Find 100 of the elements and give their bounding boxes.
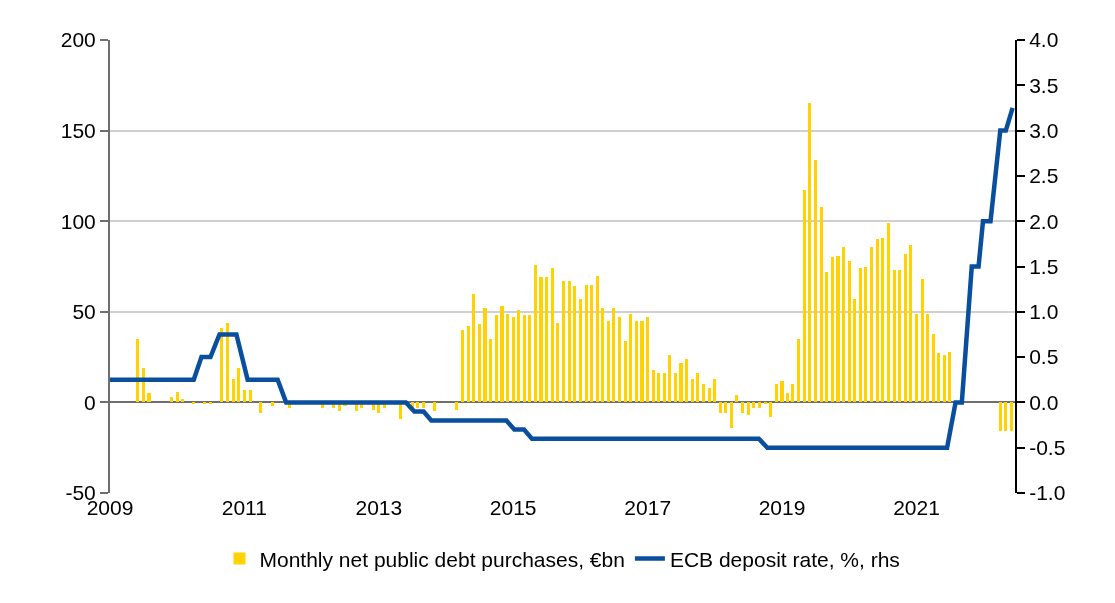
bar: [668, 355, 671, 402]
bar: [646, 317, 649, 402]
bar: [539, 277, 543, 402]
bar: [741, 402, 744, 413]
bar: [528, 315, 531, 402]
y-tick-label: 150: [60, 118, 96, 142]
y2-tick-label: 3.5: [1029, 73, 1059, 97]
bar: [747, 402, 750, 415]
bar: [147, 393, 151, 402]
bar: [730, 402, 733, 428]
bar: [909, 245, 912, 402]
bar: [943, 355, 946, 402]
bar: [657, 373, 660, 402]
bar: [1004, 402, 1007, 431]
bar: [640, 321, 644, 402]
bar: [629, 314, 632, 402]
bar: [551, 268, 554, 402]
bar: [848, 261, 851, 402]
x-tick-label: 2021: [893, 496, 940, 519]
y-tick-label: 200: [60, 28, 96, 52]
bar: [601, 308, 604, 402]
bar: [220, 328, 223, 402]
bar: [534, 265, 537, 402]
bar: [713, 379, 716, 402]
y2-tick-label: 1.0: [1029, 300, 1059, 324]
bar: [904, 254, 907, 402]
bar: [467, 326, 470, 402]
bar: [887, 223, 890, 402]
bar: [881, 238, 884, 402]
bar: [915, 314, 918, 402]
bar: [517, 310, 520, 402]
y-tick-label: 100: [60, 209, 96, 233]
bar: [624, 341, 627, 402]
bar: [864, 267, 867, 402]
bar: [831, 257, 834, 402]
bar: [775, 384, 778, 402]
y2-tick-label: 4.0: [1029, 28, 1059, 52]
bar: [136, 339, 139, 402]
bar: [842, 247, 845, 402]
bar: [758, 402, 761, 408]
bar: [495, 315, 498, 402]
bar: [500, 306, 504, 402]
bar: [932, 334, 935, 402]
x-tick-label: 2015: [489, 496, 537, 519]
bar: [271, 402, 274, 406]
legend-label: Monthly net public debt purchases, €bn: [259, 547, 625, 571]
bar: [512, 317, 515, 402]
bar: [696, 373, 699, 402]
bar: [948, 352, 951, 402]
bar: [612, 308, 615, 402]
y2-tick-label: 2.5: [1029, 164, 1059, 188]
bar: [786, 393, 789, 402]
bar: [679, 363, 683, 402]
bar: [708, 388, 711, 402]
bar: [237, 368, 240, 402]
bar: [568, 281, 571, 402]
bar: [249, 390, 252, 402]
bar: [176, 392, 179, 402]
bar: [455, 402, 458, 410]
y2-tick-label: 0.5: [1029, 345, 1059, 369]
bar: [836, 256, 840, 402]
bar: [1010, 402, 1013, 431]
bar: [674, 373, 677, 402]
legend-label: ECB deposit rate, %, rhs: [669, 547, 900, 571]
bar: [853, 299, 856, 402]
y2-tick-label: 2.0: [1029, 209, 1059, 233]
y-tick-label: 50: [72, 300, 96, 324]
bar: [921, 279, 924, 402]
bar: [803, 190, 806, 402]
bar: [719, 402, 722, 413]
bar: [893, 270, 896, 402]
bar: [607, 321, 610, 402]
bar: [579, 299, 582, 402]
bar: [573, 286, 576, 402]
bar: [859, 268, 862, 402]
x-tick-label: 2017: [624, 496, 672, 519]
bar: [926, 314, 929, 402]
bar: [735, 395, 738, 402]
bar: [433, 402, 436, 411]
bar: [635, 321, 638, 402]
bar: [652, 370, 655, 402]
y2-tick-label: 1.5: [1029, 254, 1059, 278]
bar: [590, 285, 593, 402]
bar: [483, 308, 487, 402]
y2-tick-label: -0.5: [1029, 436, 1066, 460]
bar: [663, 373, 666, 402]
bar: [596, 276, 599, 402]
bar: [825, 272, 828, 402]
bar: [562, 281, 565, 402]
y2-tick-label: 3.0: [1029, 118, 1059, 142]
bar: [618, 317, 621, 402]
bar: [937, 353, 940, 402]
bar: [422, 402, 425, 408]
bar: [876, 239, 879, 402]
bar: [545, 277, 548, 402]
bar: [478, 324, 481, 402]
bar: [556, 323, 559, 402]
bar: [489, 339, 492, 402]
bar: [808, 103, 811, 402]
y2-tick-label: -1.0: [1029, 481, 1066, 505]
